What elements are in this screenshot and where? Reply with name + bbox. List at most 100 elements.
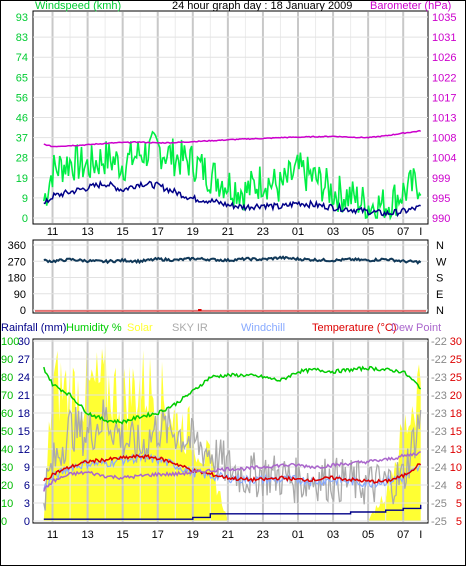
panel3-legend: Rainfall (mm) Humidity % Solar SKY IR Windch… bbox=[1, 322, 441, 334]
humidity-tick-label: 70 bbox=[1, 390, 13, 402]
windspeed-line bbox=[43, 130, 422, 221]
humidity-tick-label: 50 bbox=[1, 426, 13, 438]
barometer-tick-labels: 1035 1031 1026 1022 1017 1013 1008 1004 999 995 99… bbox=[432, 12, 456, 225]
x-tick-label: 03 bbox=[327, 226, 339, 238]
sky-ir-tick-label: -22 bbox=[431, 354, 447, 366]
x-tick-label: 15 bbox=[117, 529, 129, 541]
temperature-tick-labels: 30 25 25 20 18 15 13 10 8 5 5 bbox=[450, 336, 462, 528]
rainfall-tick-label: 27 bbox=[18, 354, 30, 366]
legend-label: Temperature (°C) bbox=[312, 322, 396, 334]
solar-area bbox=[43, 343, 421, 521]
windspeed-tick-label: 37 bbox=[16, 133, 28, 145]
x-tick-label: 07 bbox=[397, 226, 409, 238]
sky-ir-tick-label: -25 bbox=[431, 498, 447, 510]
wind-direction-lines bbox=[35, 255, 426, 312]
temperature-tick-label: 25 bbox=[450, 354, 462, 366]
temperature-tick-label: 18 bbox=[450, 408, 462, 420]
rainfall-tick-label: 12 bbox=[18, 444, 30, 456]
wind-direction-panel bbox=[32, 239, 429, 314]
x-tick-label: 19 bbox=[187, 226, 199, 238]
humidity-line bbox=[43, 365, 422, 425]
rainfall-tick-label: 15 bbox=[18, 426, 30, 438]
x-tick-label: 11 bbox=[47, 529, 58, 541]
humidity-tick-label: 20 bbox=[1, 480, 13, 492]
legend-label: Windchill bbox=[241, 322, 285, 334]
barometer-line bbox=[43, 129, 421, 148]
direction-degree-label: 360 bbox=[8, 240, 26, 252]
temperature-tick-label: 8 bbox=[456, 480, 462, 492]
humidity-tick-label: 90 bbox=[1, 354, 13, 366]
barometer-tick-label: 1035 bbox=[432, 12, 456, 24]
sky-ir-tick-label: -23 bbox=[431, 390, 447, 402]
barometer-tick-label: 990 bbox=[432, 213, 450, 225]
temperature-tick-label: 25 bbox=[450, 372, 462, 384]
x-tick-label: 21 bbox=[222, 529, 234, 541]
direction-compass-label: N bbox=[436, 305, 444, 317]
x-tick-label: 13 bbox=[81, 226, 93, 238]
x-tick-label: 21 bbox=[222, 226, 234, 238]
x-tick-label: 23 bbox=[257, 529, 269, 541]
x-tick-label: 05 bbox=[362, 226, 374, 238]
direction-degree-label: 180 bbox=[8, 273, 26, 285]
direction-compass-label: S bbox=[436, 273, 443, 285]
barometer-tick-label: 1017 bbox=[432, 92, 456, 104]
solar-fill bbox=[43, 343, 421, 521]
direction-compass-label: E bbox=[436, 289, 443, 301]
temperature-tick-label: 10 bbox=[450, 462, 462, 474]
rainfall-tick-label: 9 bbox=[24, 462, 30, 474]
temperature-line bbox=[43, 453, 422, 485]
x-tick-label: I bbox=[419, 226, 422, 238]
direction-degree-label: 270 bbox=[8, 256, 26, 268]
x-tick-label: 17 bbox=[152, 529, 164, 541]
rainfall-tick-label: 30 bbox=[18, 336, 30, 348]
rainfall-tick-label: 18 bbox=[18, 408, 30, 420]
temperature-lines bbox=[43, 365, 422, 520]
sky-ir-tick-label: -22 bbox=[431, 336, 447, 348]
wind-direction-line bbox=[43, 255, 422, 265]
legend-label: Humidity % bbox=[66, 322, 122, 334]
rainfall-tick-label: 24 bbox=[18, 372, 30, 384]
humidity-tick-label: 60 bbox=[1, 408, 13, 420]
direction-compass-label: W bbox=[436, 256, 447, 268]
direction-degree-label: 90 bbox=[14, 289, 26, 301]
temperature-tick-label: 15 bbox=[450, 426, 462, 438]
temperature-tick-label: 13 bbox=[450, 444, 462, 456]
temperature-tick-label: 30 bbox=[450, 336, 462, 348]
x-axis-labels-bottom: 11 13 15 17 19 21 23 01 03 05 07 I bbox=[47, 529, 422, 541]
windspeed-tick-label: 65 bbox=[16, 72, 28, 84]
barometer-tick-label: 1008 bbox=[432, 133, 456, 145]
barometer-tick-label: 1026 bbox=[432, 52, 456, 64]
x-tick-label: 15 bbox=[117, 226, 129, 238]
temperature-tick-label: 5 bbox=[456, 516, 462, 528]
sky-ir-tick-label: -23 bbox=[431, 372, 447, 384]
barometer-tick-label: 1022 bbox=[432, 72, 456, 84]
temperature-grid bbox=[33, 340, 428, 522]
x-axis-labels-top: 11 13 15 17 19 21 23 01 03 05 07 I bbox=[47, 226, 422, 238]
dew-point-line bbox=[43, 451, 421, 492]
x-tick-label: 13 bbox=[81, 529, 93, 541]
sky-ir-tick-labels: -22 -22 -23 -23 -23 -23 -24 -24 -24 -25 -25 bbox=[431, 336, 447, 528]
windchill-line bbox=[43, 452, 422, 490]
rainfall-tick-label: 6 bbox=[24, 480, 30, 492]
rainfall-tick-label: 21 bbox=[18, 390, 30, 402]
sky-ir-tick-label: -23 bbox=[431, 426, 447, 438]
wind-direction-grid bbox=[33, 241, 428, 312]
windspeed-tick-label: 28 bbox=[16, 153, 28, 165]
temperature-tick-label: 5 bbox=[456, 498, 462, 510]
x-tick-label: 03 bbox=[327, 529, 339, 541]
windspeed-tick-label: 93 bbox=[16, 12, 28, 24]
x-tick-label: 07 bbox=[397, 529, 409, 541]
windspeed-tick-label: 83 bbox=[16, 32, 28, 44]
barometer-axis-title: Barometer (hPa) bbox=[370, 0, 451, 12]
average-wind-line bbox=[43, 179, 421, 218]
x-tick-label: 17 bbox=[152, 226, 164, 238]
x-tick-label: I bbox=[419, 529, 422, 541]
windspeed-tick-labels: 93 83 74 65 56 46 37 28 19 9 0 bbox=[16, 12, 28, 225]
direction-degree-labels: 360 270 180 90 0 bbox=[8, 240, 26, 317]
humidity-tick-label: 10 bbox=[1, 498, 13, 510]
direction-degree-label: 0 bbox=[20, 305, 26, 317]
humidity-tick-label: 40 bbox=[1, 444, 13, 456]
